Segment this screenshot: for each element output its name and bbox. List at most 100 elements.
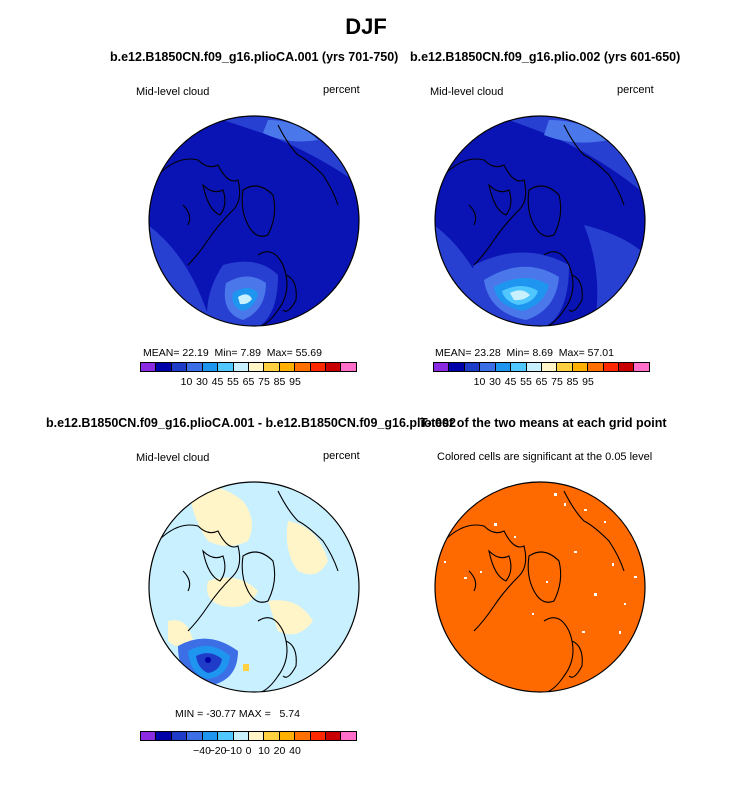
panel2-colorbar-swatch (634, 363, 649, 371)
panel2-colorbar-swatch (557, 363, 573, 371)
panel1-colorbar-tick-label: 45 (211, 376, 224, 388)
panel3-stats: MIN = -30.77 MAX = 5.74 (175, 708, 300, 720)
panel1-coastlines (157, 124, 339, 326)
panel1-colorbar-tick-label: 10 (180, 376, 193, 388)
panel2-atlantic-core-inner (510, 290, 530, 301)
panel2-colorbar-swatch (572, 363, 589, 371)
panel2-colorbar-tick-label: 65 (535, 376, 548, 388)
panel3-colorbar-tick-label: 0 (245, 745, 252, 757)
panel1-colorbar-swatch (341, 363, 356, 371)
panel2-colorbar-swatch (619, 363, 635, 371)
panel3-min-value: -30.77 (206, 708, 236, 720)
panel1-colorbar-swatch (141, 363, 157, 371)
panel1-colorbar-swatch (171, 363, 188, 371)
panel2-colorbar-swatch (511, 363, 527, 371)
panel2-coastlines (443, 124, 625, 326)
panel1-colorbar-swatch (202, 363, 219, 371)
panel2-colorbar-tick-label: 55 (520, 376, 532, 388)
panel2-colorbar (433, 362, 650, 372)
panel3-negative-min-cell (205, 657, 211, 663)
panel2-colorbar-tick-label: 45 (504, 376, 517, 388)
panel3-positive-region-2 (286, 521, 328, 575)
panel1-right-label: percent (323, 84, 360, 96)
panel2-aleutian-region (544, 120, 609, 143)
panel2-colorbar-tick-label: 75 (551, 376, 563, 388)
panel2-colorbar-tick-label: 30 (489, 376, 501, 388)
panel3-colorbar-swatch (141, 732, 157, 740)
panel3-right-label: percent (323, 450, 360, 462)
panel1-colorbar-swatch (264, 363, 280, 371)
panel3-colorbar-swatch (171, 732, 188, 740)
panel3-coastlines (157, 490, 339, 692)
panel1-colorbar-ticks: 10 30 45 55 65 75 85 95 (140, 376, 357, 390)
panel3-colorbar-tick-label: −20 (208, 745, 227, 757)
panel3-map-border (148, 481, 360, 693)
panel4-title: T-test of the two means at each grid poi… (420, 416, 667, 430)
panel1-max-label: Max= (266, 347, 293, 359)
panel2-colorbar-swatch (480, 363, 496, 371)
panel3-colorbar-swatch (218, 732, 234, 740)
panel1-polar-map (148, 115, 360, 327)
panel1-atlantic-core-inner (238, 294, 252, 305)
panel4-polar-map (434, 481, 646, 693)
panel2-colorbar-tick-label: 10 (473, 376, 486, 388)
panel2-title: b.e12.B1850CN.f09_g16.plio.002 (yrs 601-… (410, 50, 681, 64)
panel1-left-label: Mid-level cloud (136, 86, 210, 98)
panel1-min-value: 7.89 (240, 347, 261, 359)
panel2-colorbar-swatch (541, 363, 558, 371)
panel2-min-value: 8.69 (532, 347, 553, 359)
panel3-colorbar-tick-label: 10 (258, 745, 270, 757)
panel3-colorbar-swatch (279, 732, 296, 740)
panel3-max-label: MAX = (238, 708, 271, 720)
panel3-colorbar-swatch (248, 732, 265, 740)
panel4-map-border (434, 481, 646, 693)
panel4-nonsignificant-cells (444, 493, 637, 634)
panel1-mean-label: MEAN= (143, 347, 180, 359)
panel3-left-label: Mid-level cloud (136, 452, 210, 464)
panel3-positive-region-4 (268, 600, 313, 635)
panel1-colorbar-tick-label: 85 (273, 376, 286, 388)
panel1-map-border (148, 115, 360, 327)
panel2-max-value: 57.01 (587, 347, 614, 359)
panel4-left-label: Colored cells are significant at the 0.0… (437, 451, 653, 463)
panel1-colorbar-tick-label: 30 (196, 376, 208, 388)
panel1-colorbar-swatch (248, 363, 265, 371)
panel1-colorbar (140, 362, 357, 372)
panel2-max-label: Max= (558, 347, 585, 359)
panel3-colorbar-swatch (233, 732, 249, 740)
panel2-colorbar-swatch (526, 363, 542, 371)
panel2-min-label: Min= (506, 347, 530, 359)
panel1-colorbar-swatch (218, 363, 234, 371)
panel2-colorbar-ticks: 10 30 45 55 65 75 85 95 (433, 376, 650, 390)
panel3-colorbar-swatch (156, 732, 172, 740)
panel1-colorbar-tick-label: 95 (289, 376, 301, 388)
panel3-min-label: MIN = (175, 708, 204, 720)
panel2-colorbar-swatch (603, 363, 620, 371)
figure-title: DJF (345, 14, 387, 39)
panel3-colorbar-swatch (264, 732, 280, 740)
panel3-colorbar-swatch (341, 732, 356, 740)
panel1-aleutian-region (263, 120, 318, 142)
panel2-mean-value: 23.28 (474, 347, 501, 359)
panel2-map-border (434, 115, 646, 327)
panel3-colorbar-ticks: −40 −20 −10 0 10 20 40 (140, 745, 357, 759)
panel3-colorbar-tick-label: 20 (273, 745, 286, 757)
panel1-colorbar-swatch (295, 363, 311, 371)
panel2-colorbar-swatch (495, 363, 512, 371)
panel1-colorbar-swatch (279, 363, 296, 371)
panel3-title: b.e12.B1850CN.f09_g16.plioCA.001 - b.e12… (46, 416, 456, 430)
panel3-max-value: 5.74 (279, 708, 300, 720)
panel3-colorbar-swatch (187, 732, 203, 740)
panel3-positive-region-5 (168, 620, 193, 646)
panel1-min-label: Min= (214, 347, 238, 359)
panel1-max-value: 55.69 (295, 347, 322, 359)
panel1-mean-value: 22.19 (182, 347, 209, 359)
panel1-colorbar-tick-label: 65 (242, 376, 255, 388)
panel1-colorbar-swatch (310, 363, 327, 371)
panel3-negative-core-inner (196, 653, 222, 673)
panel3-polar-map (148, 481, 360, 693)
panel3-colorbar-swatch (295, 732, 311, 740)
panel3-colorbar-tick-label: −40 (193, 745, 211, 757)
panel3-positive-max-cell (243, 664, 249, 671)
panel1-stats: MEAN= 22.19 Min= 7.89 Max= 55.69 (143, 347, 322, 359)
